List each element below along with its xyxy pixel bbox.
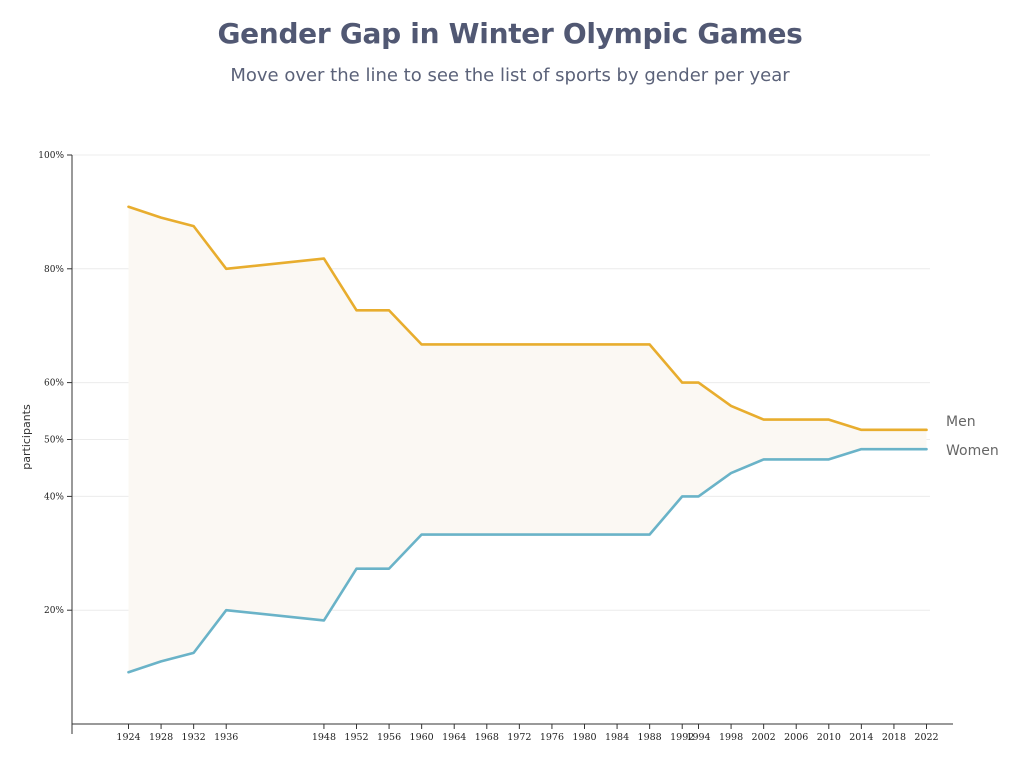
x-tick-label: 2014 (849, 732, 873, 743)
y-tick-label: 50% (44, 436, 64, 446)
chart-title: Gender Gap in Winter Olympic Games (217, 17, 803, 50)
chart-subtitle: Move over the line to see the list of sp… (230, 65, 790, 86)
x-tick-label: 2002 (752, 732, 776, 743)
x-tick-label: 1952 (344, 732, 368, 743)
x-tick-label: 1948 (312, 732, 336, 743)
x-tick-label: 1924 (116, 732, 140, 743)
series-line-men[interactable] (127, 205, 928, 432)
x-axis-ticks: 1924 1928 1932 1936 1948 1952 1956 1960 1964 1968… (116, 724, 939, 743)
y-tick-label: 60% (44, 379, 64, 389)
x-tick-label: 1936 (214, 732, 238, 743)
x-tick-label: 1976 (540, 732, 564, 743)
x-tick-label: 1928 (149, 732, 173, 743)
x-tick-label: 1988 (638, 732, 662, 743)
x-tick-label: 2018 (882, 732, 906, 743)
x-tick-label: 1992 (670, 732, 694, 743)
x-tick-label: 1980 (572, 732, 596, 743)
x-tick-label: 1972 (507, 732, 531, 743)
y-axis-ticks: 100% 80% 60% 50% 40% 20% (38, 151, 72, 616)
y-tick-label: 40% (44, 492, 64, 502)
y-tick-label: 100% (38, 151, 64, 161)
series-label-men: Men (946, 414, 976, 430)
x-tick-label: 1964 (442, 732, 466, 743)
series-label-women: Women (946, 443, 999, 459)
x-tick-label: 1956 (377, 732, 401, 743)
x-tick-label: 2010 (817, 732, 841, 743)
gender-gap-area (128, 206, 927, 673)
x-tick-label: 1932 (182, 732, 206, 743)
y-tick-label: 20% (44, 606, 64, 616)
x-tick-label: 1968 (475, 732, 499, 743)
x-tick-label: 2006 (784, 732, 808, 743)
y-tick-label: 80% (44, 265, 64, 275)
x-tick-label: 1998 (719, 732, 743, 743)
x-tick-label: 1984 (605, 732, 629, 743)
x-tick-label: 2022 (914, 732, 938, 743)
series-line-women[interactable] (127, 447, 928, 674)
x-tick-label: 1960 (410, 732, 434, 743)
series-lines[interactable]: Men Women (127, 205, 999, 674)
y-axis-label: participants (20, 404, 33, 470)
axes (71, 155, 953, 734)
x-tick-label: 1994 (686, 732, 710, 743)
